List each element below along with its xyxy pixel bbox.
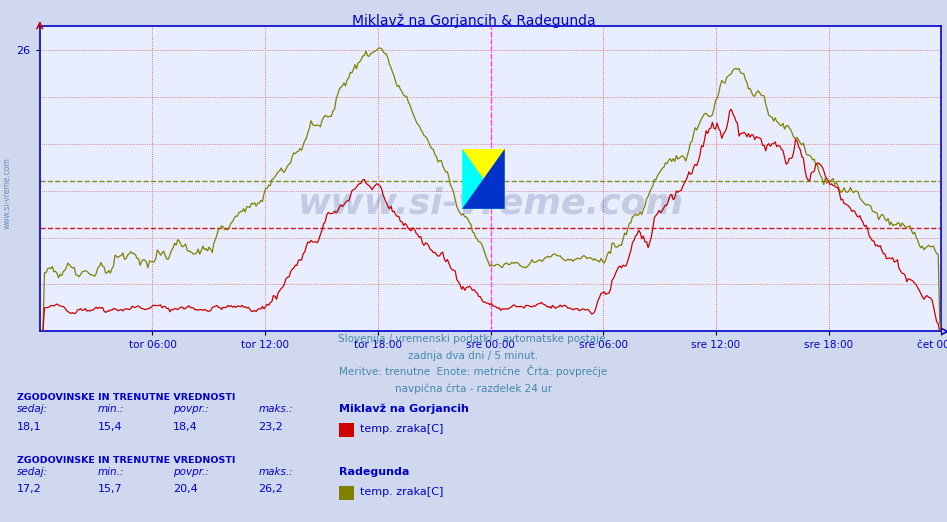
Text: 15,7: 15,7 — [98, 484, 122, 494]
Text: zadnja dva dni / 5 minut.: zadnja dva dni / 5 minut. — [408, 351, 539, 361]
Text: temp. zraka[C]: temp. zraka[C] — [360, 424, 443, 434]
Text: povpr.:: povpr.: — [173, 467, 209, 477]
Text: Miklavž na Gorjancih & Radegunda: Miklavž na Gorjancih & Radegunda — [351, 14, 596, 28]
Text: www.si-vreme.com: www.si-vreme.com — [3, 157, 12, 229]
Text: povpr.:: povpr.: — [173, 405, 209, 414]
Text: maks.:: maks.: — [259, 405, 294, 414]
Text: sedaj:: sedaj: — [17, 405, 48, 414]
Text: Radegunda: Radegunda — [339, 467, 409, 477]
Text: 18,4: 18,4 — [173, 422, 198, 432]
Text: www.si-vreme.com: www.si-vreme.com — [297, 186, 684, 220]
Text: 15,4: 15,4 — [98, 422, 122, 432]
Text: sedaj:: sedaj: — [17, 467, 48, 477]
Text: 20,4: 20,4 — [173, 484, 198, 494]
Text: 17,2: 17,2 — [17, 484, 42, 494]
Polygon shape — [462, 149, 505, 209]
Text: Slovenija / vremenski podatki - avtomatske postaje.: Slovenija / vremenski podatki - avtomats… — [338, 334, 609, 344]
Polygon shape — [462, 149, 505, 209]
Text: maks.:: maks.: — [259, 467, 294, 477]
Text: Meritve: trenutne  Enote: metrične  Črta: povprečje: Meritve: trenutne Enote: metrične Črta: … — [339, 365, 608, 377]
Text: 23,2: 23,2 — [259, 422, 283, 432]
Text: temp. zraka[C]: temp. zraka[C] — [360, 487, 443, 497]
Text: 18,1: 18,1 — [17, 422, 42, 432]
Text: Miklavž na Gorjancih: Miklavž na Gorjancih — [339, 404, 469, 414]
Text: navpična črta - razdelek 24 ur: navpična črta - razdelek 24 ur — [395, 384, 552, 394]
Text: min.:: min.: — [98, 405, 124, 414]
Text: 26,2: 26,2 — [259, 484, 283, 494]
Text: ZGODOVINSKE IN TRENUTNE VREDNOSTI: ZGODOVINSKE IN TRENUTNE VREDNOSTI — [17, 394, 236, 402]
Text: min.:: min.: — [98, 467, 124, 477]
Text: ZGODOVINSKE IN TRENUTNE VREDNOSTI: ZGODOVINSKE IN TRENUTNE VREDNOSTI — [17, 456, 236, 465]
